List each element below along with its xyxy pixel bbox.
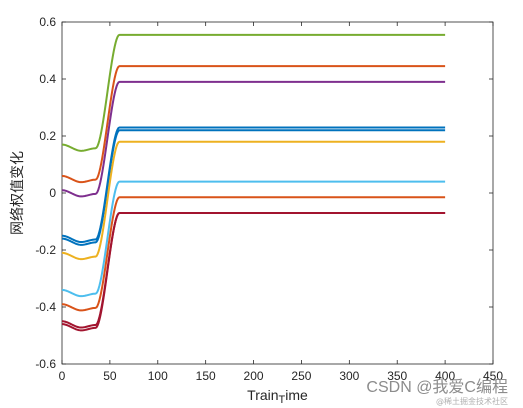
y-axis-title: 网络权值变化 — [10, 151, 26, 235]
x-tick-label: 250 — [291, 369, 311, 383]
watermark-subtext: @稀土掘金技术社区 — [436, 396, 508, 406]
series-line-4 — [61, 126, 446, 244]
x-tick-label: 400 — [435, 369, 455, 383]
y-tick-label: -0.6 — [35, 357, 56, 371]
series-line-7 — [61, 180, 446, 298]
x-tick-label: 200 — [244, 369, 264, 383]
y-tick-label: 0.2 — [39, 129, 56, 143]
series-line-6 — [61, 140, 446, 261]
series-group — [61, 33, 446, 332]
series-line-2 — [61, 65, 446, 184]
series-line-5 — [61, 129, 446, 246]
y-tick-label: 0 — [49, 186, 56, 200]
series-line-3 — [61, 80, 446, 198]
x-tick-label: 350 — [387, 369, 407, 383]
y-tick-label: 0.6 — [39, 15, 56, 29]
x-tick-label: 100 — [148, 369, 168, 383]
series-line-1 — [61, 33, 446, 152]
x-axis-title: TrainTime — [247, 387, 308, 406]
y-tick-label: -0.2 — [35, 243, 56, 257]
x-tick-label: 450 — [483, 369, 503, 383]
x-tick-label: 150 — [196, 369, 216, 383]
y-tick-label: 0.4 — [39, 72, 56, 86]
series-line-10 — [61, 211, 446, 332]
x-tick-label: 0 — [59, 369, 66, 383]
watermark-text: CSDN @我爱C编程 — [366, 378, 508, 396]
x-axis: 0 50 100 150 200 250 300 350 400 450 — [59, 22, 503, 383]
axes-box — [61, 21, 494, 365]
y-tick-label: -0.4 — [35, 300, 56, 314]
x-tick-label: 50 — [103, 369, 117, 383]
series-line-8 — [61, 196, 446, 312]
x-tick-label: 300 — [339, 369, 359, 383]
plot-area — [61, 21, 494, 365]
y-axis: -0.6 -0.4 -0.2 0 0.2 0.4 0.6 — [35, 15, 493, 371]
